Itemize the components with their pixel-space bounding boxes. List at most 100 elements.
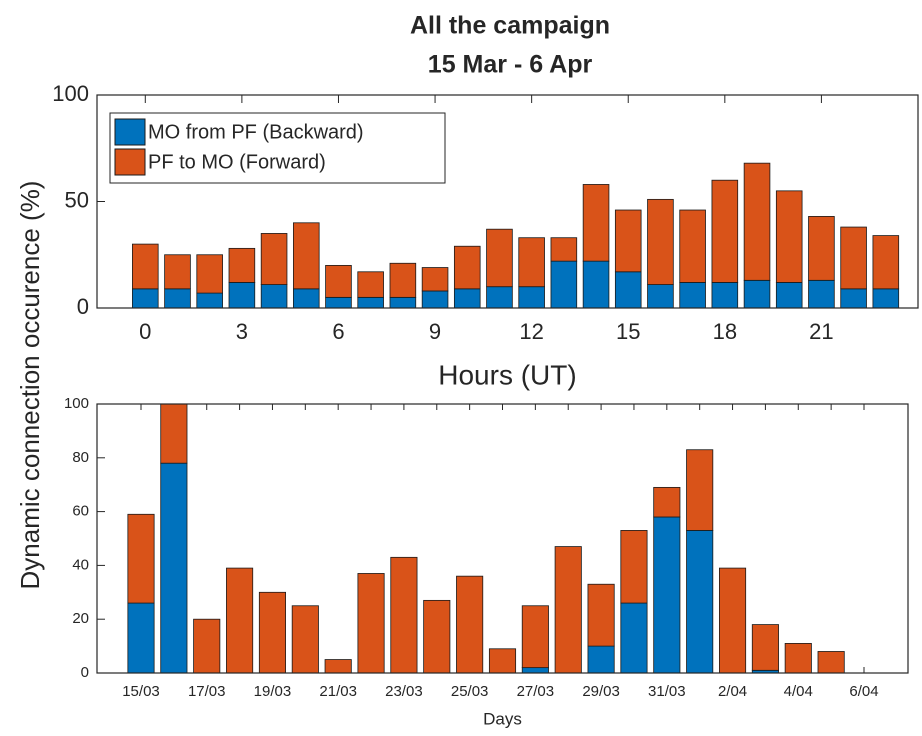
y-tick-label: 0: [81, 664, 89, 681]
bar-segment: [521, 667, 549, 674]
bar-segment: [390, 556, 418, 674]
bar-segment: [719, 567, 747, 674]
bar-segment: [325, 296, 352, 309]
bar-segment: [132, 243, 159, 290]
bar-segment: [775, 190, 803, 283]
axes-box: [96, 94, 919, 309]
bar-segment: [808, 216, 835, 281]
bar-segment: [840, 288, 867, 309]
x-tick-label: 15/03: [122, 683, 160, 700]
x-tick-label: 2/04: [718, 683, 747, 700]
y-tick-label: 20: [72, 610, 89, 627]
y-tick-label: 100: [52, 81, 89, 106]
x-tick-label: 4/04: [784, 683, 813, 700]
bar-segment: [587, 583, 615, 647]
bar-segment: [196, 254, 223, 294]
bar-segment: [226, 567, 254, 674]
bar-segment: [808, 279, 835, 309]
bar-segment: [711, 282, 739, 309]
bar-segment: [653, 516, 681, 674]
x-tick-label: 25/03: [451, 683, 489, 700]
bar-segment: [817, 651, 845, 674]
x-tick-label: 17/03: [188, 683, 226, 700]
legend-swatch: [114, 148, 146, 176]
bar-segment: [521, 605, 549, 669]
bar-segment: [872, 235, 900, 290]
y-tick-label: 60: [72, 503, 89, 520]
bar-segment: [486, 228, 513, 288]
x-tick-label: 27/03: [517, 683, 555, 700]
bar-segment: [550, 237, 578, 262]
bar-segment: [258, 591, 286, 674]
bar-segment: [389, 296, 417, 309]
bar-segment: [647, 198, 674, 285]
bar-segment: [357, 296, 384, 309]
bar-segment: [620, 530, 648, 604]
x-axis-label: Days: [483, 709, 522, 728]
bar-segment: [196, 292, 223, 309]
y-tick-label: 40: [72, 556, 89, 573]
x-tick-label: 23/03: [385, 683, 423, 700]
x-tick-label: 0: [139, 319, 151, 344]
x-tick-label: 12: [519, 319, 543, 344]
bar-segment: [127, 513, 155, 604]
legend-label: MO from PF (Backward): [148, 121, 364, 143]
bar-segment: [488, 648, 517, 674]
x-tick-label: 9: [429, 319, 441, 344]
y-tick-label: 50: [65, 187, 89, 212]
x-tick-label: 6/04: [849, 683, 878, 700]
bar-segment: [711, 179, 739, 283]
bar-segment: [554, 546, 582, 674]
x-tick-label: 6: [332, 319, 344, 344]
x-tick-label: 15: [616, 319, 640, 344]
bar-segment: [453, 288, 481, 309]
bar-segment: [647, 284, 674, 309]
x-tick-label: 19/03: [254, 683, 292, 700]
bar-segment: [357, 573, 385, 674]
x-tick-label: 31/03: [648, 683, 686, 700]
bar-segment: [292, 222, 320, 290]
bar-segment: [518, 286, 545, 309]
bar-segment: [228, 247, 256, 283]
chart-subtitle: 15 Mar - 6 Apr: [428, 51, 593, 79]
bar-segment: [518, 237, 545, 288]
bar-segment: [193, 618, 221, 674]
bar-segment: [587, 645, 615, 674]
bar-segment: [872, 288, 900, 309]
bar-segment: [291, 605, 319, 674]
bar-segment: [453, 245, 481, 290]
x-tick-label: 21/03: [319, 683, 357, 700]
x-tick-label: 18: [713, 319, 737, 344]
axes-box: [96, 403, 909, 674]
bar-segment: [620, 602, 648, 674]
bar-segment: [582, 184, 610, 262]
bar-segment: [686, 530, 714, 674]
bar-segment: [423, 599, 451, 674]
x-tick-label: 29/03: [582, 683, 620, 700]
bar-segment: [357, 271, 384, 298]
bar-segment: [486, 286, 513, 309]
bar-segment: [840, 226, 867, 290]
bar-segment: [679, 282, 706, 309]
bar-segment: [132, 288, 159, 309]
bar-segment: [751, 624, 779, 671]
bar-segment: [164, 288, 191, 309]
bar-segment: [389, 262, 417, 298]
y-tick-label: 0: [77, 294, 89, 319]
bar-segment: [679, 209, 706, 283]
bar-segment: [456, 575, 484, 674]
bar-segment: [292, 288, 320, 309]
bar-segment: [743, 279, 771, 309]
bar-segment: [686, 449, 714, 531]
bar-segment: [160, 403, 188, 464]
bar-segment: [160, 462, 188, 674]
bar-segment: [614, 271, 642, 309]
legend-label: PF to MO (Forward): [148, 151, 326, 173]
y-tick-label: 100: [64, 395, 89, 412]
x-tick-label: 21: [809, 319, 833, 344]
y-axis-label: Dynamic connection occurence (%): [15, 181, 45, 590]
x-tick-label: 3: [236, 319, 248, 344]
bar-segment: [260, 233, 288, 285]
x-axis-label: Hours (UT): [438, 359, 576, 390]
